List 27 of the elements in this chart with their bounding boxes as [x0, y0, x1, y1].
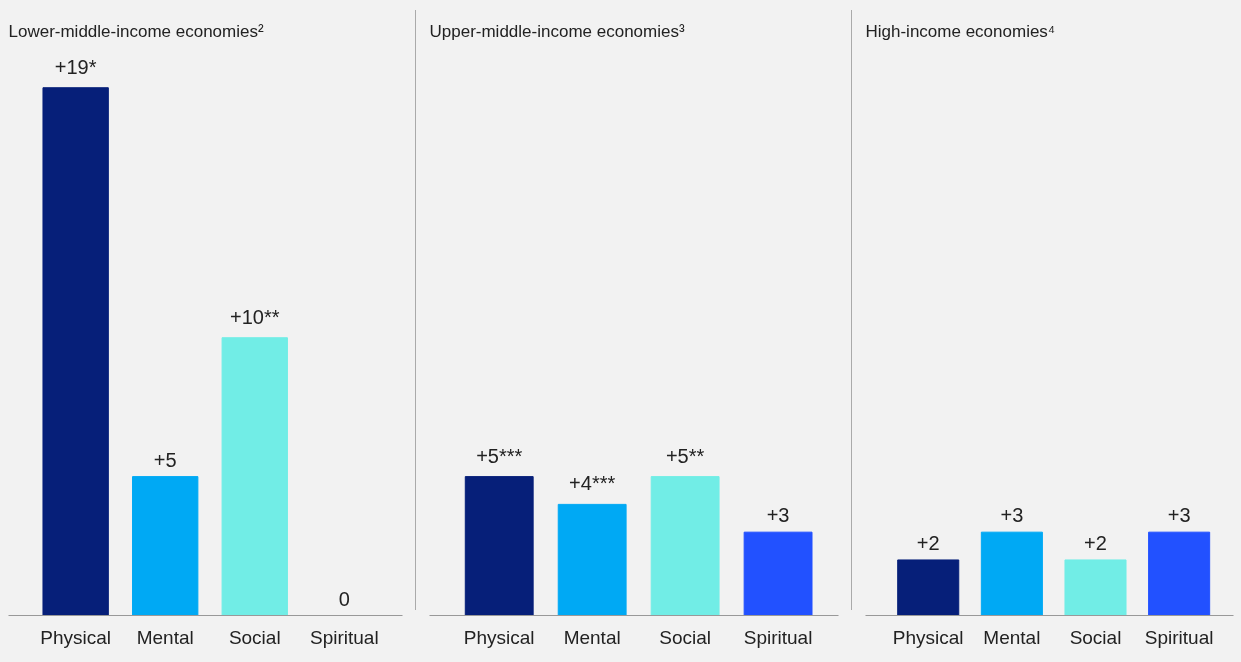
x-tick-label: Physical [40, 626, 112, 648]
data-label: +5** [665, 444, 705, 467]
x-tick-label: Mental [136, 626, 194, 648]
data-label: +4*** [569, 472, 616, 495]
x-tick-label: Mental [983, 626, 1041, 648]
x-tick-label: Physical [892, 626, 964, 648]
x-tick-label: Social [1069, 626, 1122, 648]
data-label: +2 [916, 531, 940, 554]
x-tick-label: Social [228, 626, 281, 648]
data-label: +5 [153, 448, 177, 471]
chart-title: Lower-middle-income economies² [8, 21, 264, 41]
chart-title: High-income economies⁴ [865, 21, 1056, 41]
data-label: +3 [1000, 504, 1024, 527]
x-tick-label: Mental [563, 626, 621, 648]
data-label: 0 [338, 587, 350, 610]
data-label: +19* [54, 55, 97, 78]
x-tick-label: Social [659, 626, 711, 648]
chart-title: Upper-middle-income economies³ [429, 21, 685, 41]
x-tick-label: Spiritual [743, 626, 813, 648]
x-tick-label: Spiritual [309, 626, 379, 648]
data-label: +5*** [476, 444, 523, 467]
x-tick-label: Spiritual [1144, 626, 1214, 648]
x-tick-label: Physical [463, 626, 535, 648]
data-label: +10** [230, 305, 280, 328]
data-label: +2 [1084, 531, 1107, 554]
data-label: +3 [766, 504, 790, 527]
data-label: +3 [1167, 504, 1191, 527]
